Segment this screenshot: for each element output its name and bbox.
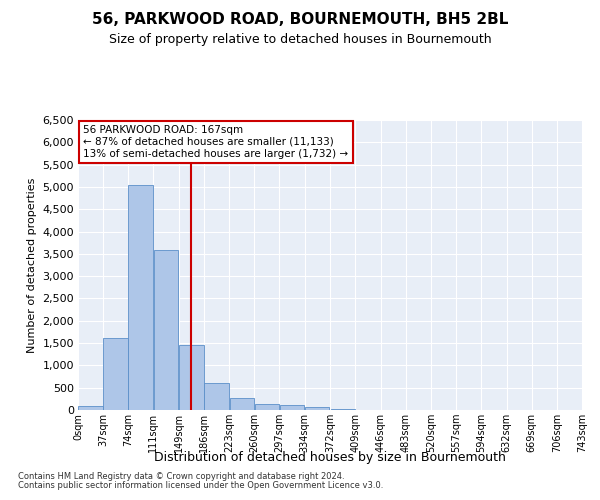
- Bar: [280, 405, 304, 410]
- Bar: [103, 338, 128, 410]
- Text: Distribution of detached houses by size in Bournemouth: Distribution of detached houses by size …: [154, 451, 506, 464]
- Y-axis label: Number of detached properties: Number of detached properties: [26, 178, 37, 352]
- Text: Contains HM Land Registry data © Crown copyright and database right 2024.: Contains HM Land Registry data © Crown c…: [18, 472, 344, 481]
- Bar: [78, 406, 103, 410]
- Bar: [154, 250, 178, 410]
- Bar: [128, 184, 153, 410]
- Bar: [230, 398, 254, 410]
- Bar: [305, 407, 329, 410]
- Text: Contains public sector information licensed under the Open Government Licence v3: Contains public sector information licen…: [18, 481, 383, 490]
- Text: Size of property relative to detached houses in Bournemouth: Size of property relative to detached ho…: [109, 32, 491, 46]
- Bar: [254, 404, 279, 410]
- Text: 56, PARKWOOD ROAD, BOURNEMOUTH, BH5 2BL: 56, PARKWOOD ROAD, BOURNEMOUTH, BH5 2BL: [92, 12, 508, 28]
- Text: 56 PARKWOOD ROAD: 167sqm
← 87% of detached houses are smaller (11,133)
13% of se: 56 PARKWOOD ROAD: 167sqm ← 87% of detach…: [83, 126, 349, 158]
- Bar: [179, 346, 204, 410]
- Bar: [205, 383, 229, 410]
- Bar: [331, 408, 355, 410]
